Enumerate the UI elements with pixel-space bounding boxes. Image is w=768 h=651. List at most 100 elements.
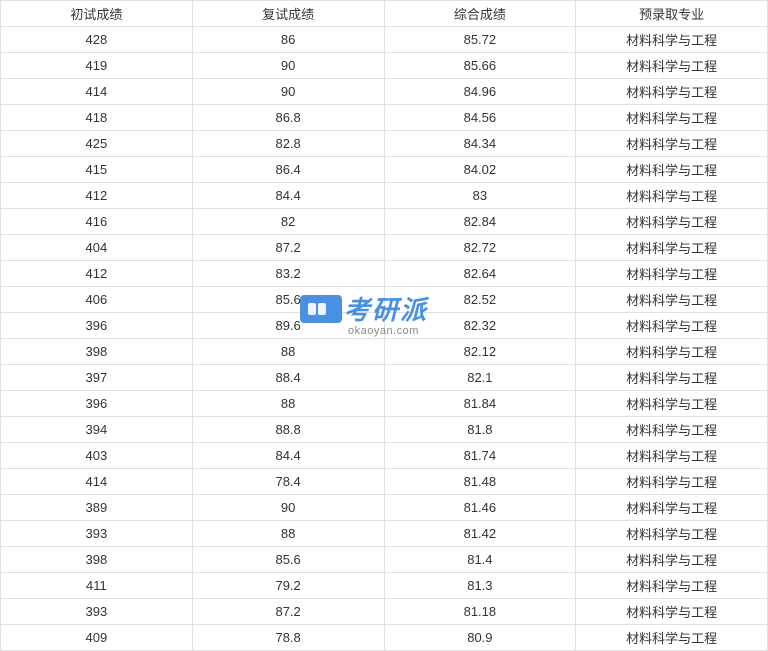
table-cell: 409 xyxy=(1,625,193,651)
table-row: 39885.681.4材料科学与工程 xyxy=(1,547,768,573)
table-cell: 84.02 xyxy=(384,157,576,183)
table-cell: 396 xyxy=(1,391,193,417)
table-cell: 88.8 xyxy=(192,417,384,443)
table-cell: 414 xyxy=(1,469,193,495)
table-cell: 90 xyxy=(192,79,384,105)
table-cell: 85.66 xyxy=(384,53,576,79)
table-cell: 389 xyxy=(1,495,193,521)
table-cell: 398 xyxy=(1,547,193,573)
table-cell: 83 xyxy=(384,183,576,209)
table-cell: 材料科学与工程 xyxy=(576,469,768,495)
table-cell: 材料科学与工程 xyxy=(576,417,768,443)
table-cell: 材料科学与工程 xyxy=(576,157,768,183)
table-cell: 材料科学与工程 xyxy=(576,495,768,521)
table-row: 39488.881.8材料科学与工程 xyxy=(1,417,768,443)
table-cell: 82.8 xyxy=(192,131,384,157)
table-cell: 81.48 xyxy=(384,469,576,495)
table-row: 41179.281.3材料科学与工程 xyxy=(1,573,768,599)
table-row: 4149084.96材料科学与工程 xyxy=(1,79,768,105)
table-cell: 88 xyxy=(192,339,384,365)
table-cell: 材料科学与工程 xyxy=(576,105,768,131)
table-cell: 84.34 xyxy=(384,131,576,157)
table-cell: 84.56 xyxy=(384,105,576,131)
table-row: 39788.482.1材料科学与工程 xyxy=(1,365,768,391)
table-cell: 81.4 xyxy=(384,547,576,573)
table-cell: 82 xyxy=(192,209,384,235)
table-cell: 396 xyxy=(1,313,193,339)
table-cell: 85.6 xyxy=(192,547,384,573)
table-cell: 84.4 xyxy=(192,183,384,209)
table-row: 39387.281.18材料科学与工程 xyxy=(1,599,768,625)
table-cell: 416 xyxy=(1,209,193,235)
table-cell: 82.72 xyxy=(384,235,576,261)
table-cell: 428 xyxy=(1,27,193,53)
table-cell: 398 xyxy=(1,339,193,365)
table-cell: 394 xyxy=(1,417,193,443)
table-row: 3938881.42材料科学与工程 xyxy=(1,521,768,547)
column-header-initial-score: 初试成绩 xyxy=(1,1,193,27)
table-cell: 83.2 xyxy=(192,261,384,287)
table-row: 3988882.12材料科学与工程 xyxy=(1,339,768,365)
table-cell: 材料科学与工程 xyxy=(576,521,768,547)
table-row: 39689.682.32材料科学与工程 xyxy=(1,313,768,339)
table-cell: 412 xyxy=(1,183,193,209)
table-row: 40384.481.74材料科学与工程 xyxy=(1,443,768,469)
table-cell: 80.9 xyxy=(384,625,576,651)
table-cell: 86.4 xyxy=(192,157,384,183)
table-cell: 81.8 xyxy=(384,417,576,443)
table-row: 40978.880.9材料科学与工程 xyxy=(1,625,768,651)
table-row: 4199085.66材料科学与工程 xyxy=(1,53,768,79)
table-cell: 材料科学与工程 xyxy=(576,547,768,573)
table-cell: 79.2 xyxy=(192,573,384,599)
table-cell: 材料科学与工程 xyxy=(576,573,768,599)
column-header-combined-score: 综合成绩 xyxy=(384,1,576,27)
table-cell: 418 xyxy=(1,105,193,131)
table-row: 4288685.72材料科学与工程 xyxy=(1,27,768,53)
table-body: 4288685.72材料科学与工程4199085.66材料科学与工程414908… xyxy=(1,27,768,651)
table-cell: 82.52 xyxy=(384,287,576,313)
table-cell: 材料科学与工程 xyxy=(576,131,768,157)
table-cell: 材料科学与工程 xyxy=(576,625,768,651)
table-row: 41478.481.48材料科学与工程 xyxy=(1,469,768,495)
table-cell: 85.6 xyxy=(192,287,384,313)
table-row: 42582.884.34材料科学与工程 xyxy=(1,131,768,157)
table-cell: 材料科学与工程 xyxy=(576,287,768,313)
table-cell: 84.4 xyxy=(192,443,384,469)
table-cell: 88.4 xyxy=(192,365,384,391)
table-cell: 84.96 xyxy=(384,79,576,105)
table-header-row: 初试成绩 复试成绩 综合成绩 预录取专业 xyxy=(1,1,768,27)
table-cell: 材料科学与工程 xyxy=(576,53,768,79)
table-cell: 材料科学与工程 xyxy=(576,209,768,235)
table-cell: 412 xyxy=(1,261,193,287)
table-cell: 81.18 xyxy=(384,599,576,625)
table-cell: 415 xyxy=(1,157,193,183)
table-cell: 406 xyxy=(1,287,193,313)
table-cell: 78.8 xyxy=(192,625,384,651)
table-cell: 81.42 xyxy=(384,521,576,547)
table-row: 41886.884.56材料科学与工程 xyxy=(1,105,768,131)
table-row: 4168282.84材料科学与工程 xyxy=(1,209,768,235)
table-cell: 材料科学与工程 xyxy=(576,235,768,261)
column-header-retest-score: 复试成绩 xyxy=(192,1,384,27)
table-cell: 材料科学与工程 xyxy=(576,27,768,53)
column-header-major: 预录取专业 xyxy=(576,1,768,27)
table-cell: 材料科学与工程 xyxy=(576,261,768,287)
table-cell: 403 xyxy=(1,443,193,469)
table-cell: 78.4 xyxy=(192,469,384,495)
table-row: 40487.282.72材料科学与工程 xyxy=(1,235,768,261)
table-cell: 82.1 xyxy=(384,365,576,391)
table-row: 41586.484.02材料科学与工程 xyxy=(1,157,768,183)
table-row: 41283.282.64材料科学与工程 xyxy=(1,261,768,287)
table-cell: 425 xyxy=(1,131,193,157)
table-cell: 材料科学与工程 xyxy=(576,391,768,417)
table-cell: 材料科学与工程 xyxy=(576,183,768,209)
table-cell: 90 xyxy=(192,53,384,79)
table-cell: 87.2 xyxy=(192,599,384,625)
table-cell: 81.84 xyxy=(384,391,576,417)
table-cell: 85.72 xyxy=(384,27,576,53)
table-row: 3968881.84材料科学与工程 xyxy=(1,391,768,417)
table-cell: 82.12 xyxy=(384,339,576,365)
table-cell: 82.84 xyxy=(384,209,576,235)
table-cell: 87.2 xyxy=(192,235,384,261)
table-cell: 材料科学与工程 xyxy=(576,599,768,625)
